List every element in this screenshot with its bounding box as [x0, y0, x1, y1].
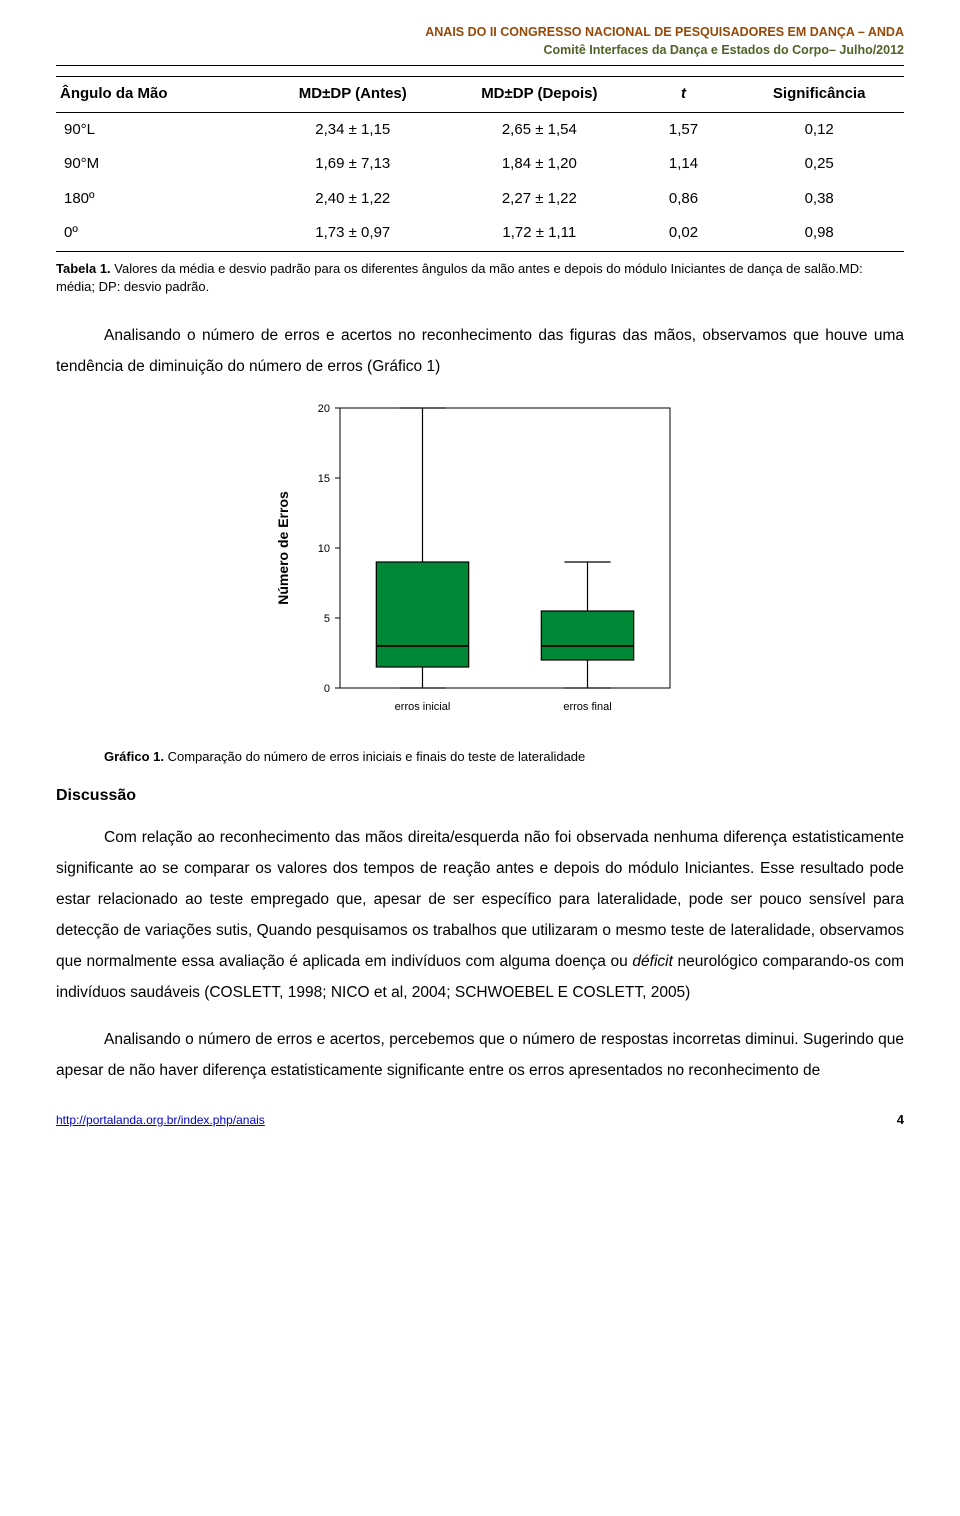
table-cell: 1,73 ± 0,97: [260, 216, 447, 251]
table-cell: 2,40 ± 1,22: [260, 182, 447, 217]
table-cell: 0,38: [734, 182, 904, 217]
table-cell: 0,02: [633, 216, 735, 251]
table-cell: 1,14: [633, 147, 735, 182]
svg-text:erros inicial: erros inicial: [395, 701, 451, 713]
header-line-1: ANAIS DO II CONGRESSO NACIONAL DE PESQUI…: [56, 24, 904, 42]
table-cell: 0,12: [734, 112, 904, 147]
table-row: 90°L2,34 ± 1,152,65 ± 1,541,570,12: [56, 112, 904, 147]
grafico1-caption-bold: Gráfico 1.: [104, 749, 164, 764]
col-sig: Significância: [734, 77, 904, 112]
page-header: ANAIS DO II CONGRESSO NACIONAL DE PESQUI…: [56, 24, 904, 59]
paragraph-3: Analisando o número de erros e acertos, …: [56, 1024, 904, 1086]
table-cell: 0,86: [633, 182, 735, 217]
svg-text:0: 0: [324, 683, 330, 695]
boxplot-svg: 0 5 10 15 20 Número de Erros erros inicial erro…: [270, 398, 690, 728]
discussion-heading: Discussão: [56, 784, 904, 808]
col-depois: MD±DP (Depois): [446, 77, 633, 112]
table-cell: 0,98: [734, 216, 904, 251]
boxplot-chart: 0 5 10 15 20 Número de Erros erros inicial erro…: [230, 398, 730, 728]
table-cell: 2,27 ± 1,22: [446, 182, 633, 217]
table-cell: 90°M: [56, 147, 260, 182]
footer-url[interactable]: http://portalanda.org.br/index.php/anais: [56, 1111, 265, 1129]
table-row: 180º2,40 ± 1,222,27 ± 1,220,860,38: [56, 182, 904, 217]
svg-text:20: 20: [318, 403, 330, 415]
table-cell: 1,57: [633, 112, 735, 147]
para2-italic: déficit: [632, 953, 673, 970]
header-line-2: Comitê Interfaces da Dança e Estados do …: [56, 42, 904, 60]
paragraph-1: Analisando o número de erros e acertos n…: [56, 320, 904, 382]
header-divider: [56, 65, 904, 66]
page-number: 4: [897, 1110, 904, 1130]
svg-text:10: 10: [318, 543, 330, 555]
grafico1-caption: Gráfico 1. Comparação do número de erros…: [104, 748, 904, 766]
para2-a: Com relação ao reconhecimento das mãos d…: [56, 829, 904, 970]
svg-text:15: 15: [318, 473, 330, 485]
table-header-row: Ângulo da Mão MD±DP (Antes) MD±DP (Depoi…: [56, 77, 904, 112]
svg-text:erros final: erros final: [563, 701, 611, 713]
table-cell: 1,72 ± 1,11: [446, 216, 633, 251]
col-antes: MD±DP (Antes): [260, 77, 447, 112]
page-footer: http://portalanda.org.br/index.php/anais…: [56, 1110, 904, 1130]
table-cell: 2,34 ± 1,15: [260, 112, 447, 147]
tabela1-caption-bold: Tabela 1.: [56, 261, 111, 276]
svg-text:5: 5: [324, 613, 330, 625]
table-cell: 0º: [56, 216, 260, 251]
col-angulo: Ângulo da Mão: [56, 77, 260, 112]
paragraph-2: Com relação ao reconhecimento das mãos d…: [56, 822, 904, 1008]
tabela1-caption: Tabela 1. Valores da média e desvio padr…: [56, 260, 904, 296]
angles-table: Ângulo da Mão MD±DP (Antes) MD±DP (Depoi…: [56, 77, 904, 252]
table-cell: 2,65 ± 1,54: [446, 112, 633, 147]
table-cell: 1,69 ± 7,13: [260, 147, 447, 182]
svg-text:Número de Erros: Número de Erros: [275, 491, 291, 605]
table-cell: 0,25: [734, 147, 904, 182]
tabela1-caption-text: Valores da média e desvio padrão para os…: [56, 261, 863, 294]
table-body: 90°L2,34 ± 1,152,65 ± 1,541,570,1290°M1,…: [56, 112, 904, 251]
table-cell: 1,84 ± 1,20: [446, 147, 633, 182]
col-t: t: [633, 77, 735, 112]
table-row: 0º1,73 ± 0,971,72 ± 1,110,020,98: [56, 216, 904, 251]
table-cell: 90°L: [56, 112, 260, 147]
table-row: 90°M1,69 ± 7,131,84 ± 1,201,140,25: [56, 147, 904, 182]
grafico1-caption-text: Comparação do número de erros iniciais e…: [164, 749, 585, 764]
table-cell: 180º: [56, 182, 260, 217]
